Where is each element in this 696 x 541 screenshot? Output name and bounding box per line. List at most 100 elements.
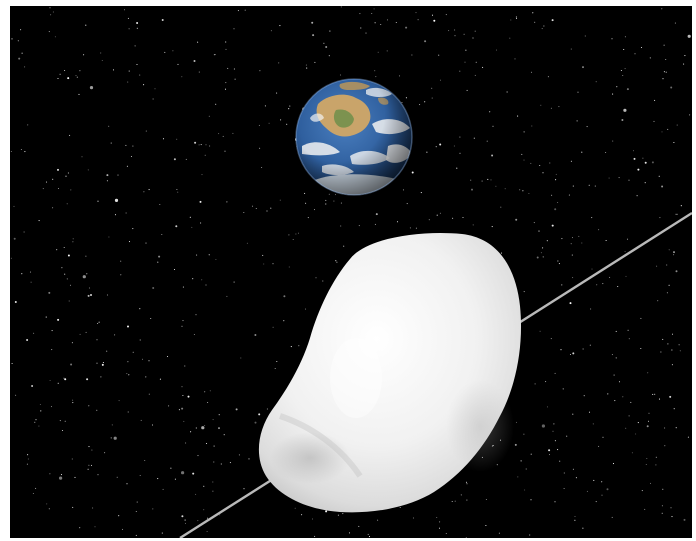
star xyxy=(487,178,489,180)
star xyxy=(655,456,657,458)
star xyxy=(132,351,134,353)
star xyxy=(151,424,154,426)
star xyxy=(224,88,227,90)
star xyxy=(340,225,342,227)
star xyxy=(219,514,221,516)
star xyxy=(212,490,214,492)
star xyxy=(647,372,649,374)
star xyxy=(34,421,36,423)
star xyxy=(615,357,617,359)
star xyxy=(669,395,672,398)
star xyxy=(118,400,120,402)
star xyxy=(519,189,521,191)
star xyxy=(665,58,667,61)
star xyxy=(106,174,109,177)
star xyxy=(335,260,337,262)
star xyxy=(609,276,611,278)
star xyxy=(559,460,561,462)
star xyxy=(57,187,60,190)
star xyxy=(225,82,227,84)
star xyxy=(140,419,142,421)
star xyxy=(274,367,276,370)
star xyxy=(411,54,413,56)
star xyxy=(438,54,440,56)
star xyxy=(206,517,209,519)
star xyxy=(409,227,411,229)
star xyxy=(223,434,225,436)
star xyxy=(178,409,180,411)
star xyxy=(471,188,473,191)
star xyxy=(197,520,199,522)
star xyxy=(94,526,96,528)
star xyxy=(668,284,670,286)
star xyxy=(181,471,185,475)
star xyxy=(611,354,613,356)
star xyxy=(523,433,525,435)
star xyxy=(181,76,183,78)
star xyxy=(500,206,502,208)
star xyxy=(46,503,48,505)
star xyxy=(438,527,441,529)
star xyxy=(158,255,161,258)
star xyxy=(633,157,636,160)
star xyxy=(182,286,184,288)
star xyxy=(334,194,337,196)
star xyxy=(152,98,154,100)
star xyxy=(206,530,208,533)
star xyxy=(152,287,155,289)
star xyxy=(623,48,625,51)
star xyxy=(145,242,147,244)
star xyxy=(76,76,78,78)
star xyxy=(175,225,178,228)
star xyxy=(118,515,120,517)
star xyxy=(359,13,361,15)
star xyxy=(635,433,637,435)
star xyxy=(640,46,643,49)
star xyxy=(229,462,231,464)
star xyxy=(234,78,236,80)
star xyxy=(486,140,488,142)
star xyxy=(128,241,131,243)
star xyxy=(92,507,94,509)
star xyxy=(215,258,217,261)
star xyxy=(417,19,419,21)
star xyxy=(664,427,666,429)
star xyxy=(670,86,673,89)
star xyxy=(181,407,184,410)
star xyxy=(462,216,464,219)
star xyxy=(227,67,229,69)
star xyxy=(399,506,401,509)
star xyxy=(571,254,573,256)
star xyxy=(448,30,450,32)
star xyxy=(628,415,630,417)
star xyxy=(212,419,214,421)
star xyxy=(593,479,595,481)
star xyxy=(415,12,417,14)
star xyxy=(157,478,159,480)
star xyxy=(21,52,23,54)
star xyxy=(45,316,47,318)
star xyxy=(683,63,685,65)
star xyxy=(541,28,543,30)
star xyxy=(377,519,379,521)
star xyxy=(655,464,657,466)
star xyxy=(67,254,70,257)
star xyxy=(555,179,557,181)
star xyxy=(498,532,500,534)
star xyxy=(276,92,278,94)
star xyxy=(451,500,453,503)
star xyxy=(555,173,557,175)
star xyxy=(220,463,222,465)
star xyxy=(57,382,59,384)
star xyxy=(190,431,192,433)
star xyxy=(218,427,220,430)
star xyxy=(687,34,691,38)
star xyxy=(182,320,184,322)
star xyxy=(111,424,113,426)
star xyxy=(490,179,492,181)
star xyxy=(96,339,98,341)
star xyxy=(177,191,179,193)
star xyxy=(661,505,663,507)
star xyxy=(88,464,90,466)
star xyxy=(557,449,559,451)
